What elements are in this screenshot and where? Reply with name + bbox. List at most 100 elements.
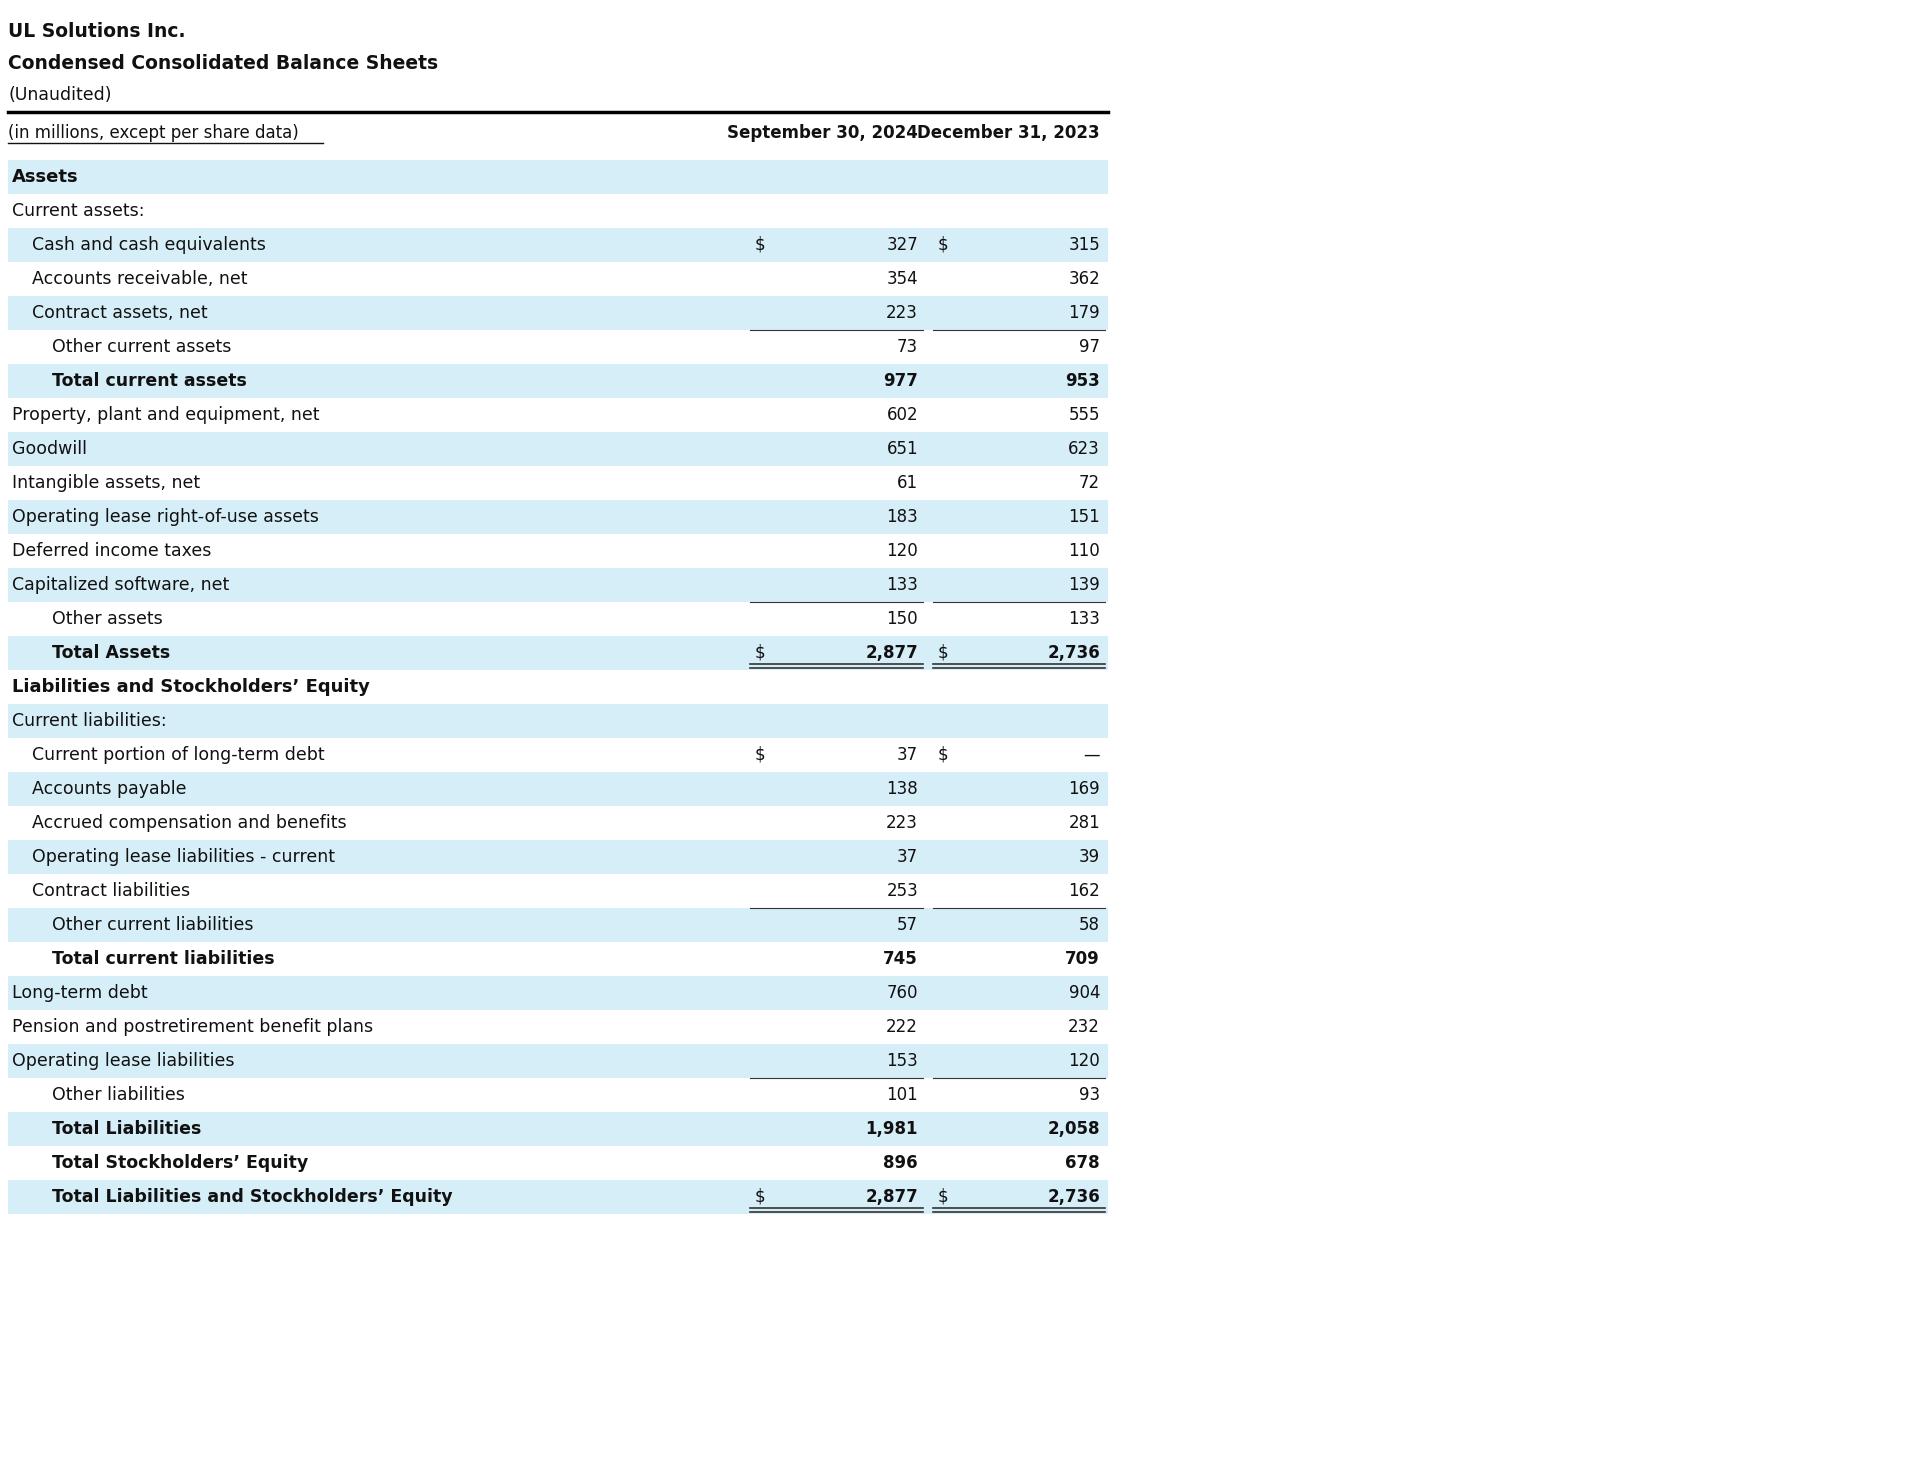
Text: 678: 678 xyxy=(1066,1154,1100,1173)
Text: 896: 896 xyxy=(884,1154,919,1173)
Text: 57: 57 xyxy=(898,917,919,934)
Text: Current assets:: Current assets: xyxy=(11,202,145,219)
Bar xyxy=(8,364,1108,398)
Bar xyxy=(8,228,1108,262)
Text: Total Liabilities and Stockholders’ Equity: Total Liabilities and Stockholders’ Equi… xyxy=(52,1189,453,1206)
Bar xyxy=(8,874,1108,908)
Text: 133: 133 xyxy=(1068,610,1100,629)
Text: Total current liabilities: Total current liabilities xyxy=(52,950,275,968)
Bar xyxy=(8,466,1108,500)
Text: 169: 169 xyxy=(1068,781,1100,798)
Text: 73: 73 xyxy=(898,338,919,357)
Text: Total Stockholders’ Equity: Total Stockholders’ Equity xyxy=(52,1154,308,1173)
Text: 623: 623 xyxy=(1068,440,1100,458)
Text: Total Assets: Total Assets xyxy=(52,643,170,662)
Text: 602: 602 xyxy=(886,406,919,424)
Bar xyxy=(8,738,1108,772)
Text: 39: 39 xyxy=(1079,848,1100,866)
Text: 1,981: 1,981 xyxy=(865,1120,919,1137)
Text: Accrued compensation and benefits: Accrued compensation and benefits xyxy=(32,814,346,832)
Text: Property, plant and equipment, net: Property, plant and equipment, net xyxy=(11,406,319,424)
Text: 315: 315 xyxy=(1068,235,1100,254)
Text: 2,877: 2,877 xyxy=(865,643,919,662)
Text: $: $ xyxy=(938,746,949,765)
Bar xyxy=(8,806,1108,841)
Text: Accounts payable: Accounts payable xyxy=(32,781,187,798)
Text: 162: 162 xyxy=(1068,882,1100,901)
Text: 151: 151 xyxy=(1068,507,1100,526)
Text: $: $ xyxy=(938,235,949,254)
Text: 150: 150 xyxy=(886,610,919,629)
Text: 2,736: 2,736 xyxy=(1047,643,1100,662)
Text: $: $ xyxy=(754,643,766,662)
Text: Other current liabilities: Other current liabilities xyxy=(52,917,254,934)
Text: Contract assets, net: Contract assets, net xyxy=(32,304,208,322)
Text: 139: 139 xyxy=(1068,576,1100,594)
Text: Goodwill: Goodwill xyxy=(11,440,88,458)
Bar xyxy=(8,908,1108,942)
Text: 133: 133 xyxy=(886,576,919,594)
Text: 709: 709 xyxy=(1066,950,1100,968)
Bar xyxy=(8,1146,1108,1180)
Text: 354: 354 xyxy=(886,270,919,288)
Text: 953: 953 xyxy=(1066,371,1100,390)
Text: Long-term debt: Long-term debt xyxy=(11,984,147,1001)
Text: Contract liabilities: Contract liabilities xyxy=(32,882,191,901)
Text: —: — xyxy=(1083,746,1100,765)
Bar xyxy=(8,1010,1108,1044)
Text: 37: 37 xyxy=(898,746,919,765)
Text: Cash and cash equivalents: Cash and cash equivalents xyxy=(32,235,265,254)
Text: 745: 745 xyxy=(882,950,919,968)
Text: Other assets: Other assets xyxy=(52,610,162,629)
Bar xyxy=(8,398,1108,431)
Bar xyxy=(8,569,1108,602)
Text: 2,877: 2,877 xyxy=(865,1189,919,1206)
Text: Total Liabilities: Total Liabilities xyxy=(52,1120,201,1137)
Text: 223: 223 xyxy=(886,814,919,832)
Text: 904: 904 xyxy=(1068,984,1100,1001)
Bar xyxy=(8,431,1108,466)
Text: 153: 153 xyxy=(886,1053,919,1070)
Text: 179: 179 xyxy=(1068,304,1100,322)
Text: 977: 977 xyxy=(882,371,919,390)
Text: $: $ xyxy=(754,235,766,254)
Bar xyxy=(8,1180,1108,1213)
Text: 37: 37 xyxy=(898,848,919,866)
Bar xyxy=(8,602,1108,636)
Text: Assets: Assets xyxy=(11,168,78,186)
Bar xyxy=(8,841,1108,874)
Text: Intangible assets, net: Intangible assets, net xyxy=(11,474,201,493)
Text: (in millions, except per share data): (in millions, except per share data) xyxy=(8,124,298,142)
Text: Deferred income taxes: Deferred income taxes xyxy=(11,542,212,560)
Text: Other liabilities: Other liabilities xyxy=(52,1086,185,1104)
Text: Liabilities and Stockholders’ Equity: Liabilities and Stockholders’ Equity xyxy=(11,678,371,696)
Text: Current portion of long-term debt: Current portion of long-term debt xyxy=(32,746,325,765)
Text: 232: 232 xyxy=(1068,1018,1100,1037)
Bar xyxy=(8,330,1108,364)
Text: 222: 222 xyxy=(886,1018,919,1037)
Bar xyxy=(8,1077,1108,1113)
Text: 253: 253 xyxy=(886,882,919,901)
Bar xyxy=(8,772,1108,806)
Bar xyxy=(8,159,1108,194)
Bar xyxy=(8,262,1108,295)
Text: 110: 110 xyxy=(1068,542,1100,560)
Text: 223: 223 xyxy=(886,304,919,322)
Text: 183: 183 xyxy=(886,507,919,526)
Bar xyxy=(8,534,1108,569)
Text: 72: 72 xyxy=(1079,474,1100,493)
Text: Total current assets: Total current assets xyxy=(52,371,246,390)
Text: 362: 362 xyxy=(1068,270,1100,288)
Text: UL Solutions Inc.: UL Solutions Inc. xyxy=(8,22,185,41)
Text: 120: 120 xyxy=(886,542,919,560)
Text: $: $ xyxy=(938,1189,949,1206)
Text: 61: 61 xyxy=(898,474,919,493)
Text: 120: 120 xyxy=(1068,1053,1100,1070)
Text: 58: 58 xyxy=(1079,917,1100,934)
Text: 97: 97 xyxy=(1079,338,1100,357)
Text: Current liabilities:: Current liabilities: xyxy=(11,712,166,730)
Text: 2,736: 2,736 xyxy=(1047,1189,1100,1206)
Text: September 30, 2024: September 30, 2024 xyxy=(728,124,919,142)
Bar xyxy=(8,194,1108,228)
Text: 760: 760 xyxy=(886,984,919,1001)
